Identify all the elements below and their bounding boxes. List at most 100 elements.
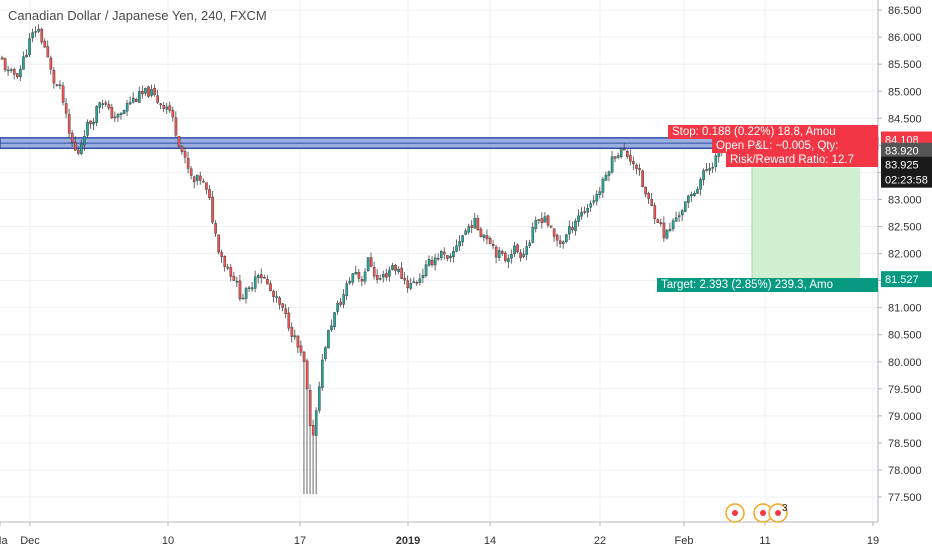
y-tick-label: 82.000 bbox=[888, 249, 922, 261]
candle-down bbox=[558, 235, 562, 248]
candle-down bbox=[272, 289, 275, 303]
candle-body bbox=[604, 174, 608, 181]
candle-up bbox=[345, 280, 349, 301]
candle-body bbox=[595, 193, 599, 202]
candle-down bbox=[214, 220, 217, 237]
candle-body bbox=[211, 196, 214, 223]
candle-body bbox=[52, 70, 56, 84]
candle-body bbox=[162, 105, 166, 109]
candle-up bbox=[397, 266, 400, 275]
candle-up bbox=[708, 162, 711, 176]
candle-up bbox=[665, 229, 669, 240]
candle-body bbox=[113, 116, 117, 119]
candle-up bbox=[101, 99, 105, 110]
candle-up bbox=[348, 277, 352, 285]
candle-body bbox=[128, 102, 132, 105]
candle-body bbox=[632, 161, 635, 165]
candle-body bbox=[473, 217, 477, 229]
candle-up bbox=[677, 211, 681, 222]
candle-up bbox=[333, 311, 336, 330]
candle-body bbox=[0, 57, 4, 60]
candle-down bbox=[3, 57, 7, 73]
candle-body bbox=[314, 410, 318, 436]
candle-up bbox=[668, 222, 672, 233]
candle-body bbox=[555, 234, 559, 241]
candle-body bbox=[522, 253, 525, 258]
candle-body bbox=[638, 168, 641, 171]
candle-up bbox=[247, 285, 251, 292]
candle-up bbox=[534, 216, 538, 233]
candle-down bbox=[583, 206, 586, 215]
candle-down bbox=[369, 252, 373, 268]
candle-body bbox=[406, 280, 410, 289]
candle-body bbox=[217, 234, 220, 253]
candle-body bbox=[223, 256, 227, 267]
candle-up bbox=[427, 255, 431, 267]
candle-body bbox=[543, 216, 547, 223]
candle-down bbox=[491, 240, 495, 250]
candle-body bbox=[168, 105, 172, 111]
candle-up bbox=[250, 282, 254, 292]
candle-down bbox=[394, 263, 397, 275]
candle-down bbox=[189, 166, 193, 180]
candle-up bbox=[424, 260, 428, 278]
candle-up bbox=[601, 176, 605, 198]
candle-body bbox=[687, 195, 690, 203]
candle-body bbox=[34, 31, 37, 33]
candle-up bbox=[116, 112, 120, 123]
open-pnl-label[interactable]: Open P&L: −0.005, Qty: bbox=[712, 139, 878, 154]
candle-body bbox=[385, 273, 388, 278]
candle-down bbox=[290, 322, 294, 343]
candle-body bbox=[693, 192, 696, 196]
candle-down bbox=[211, 191, 214, 225]
candle-up bbox=[92, 118, 95, 131]
candle-down bbox=[470, 220, 474, 234]
candle-up bbox=[321, 353, 324, 391]
candle-up bbox=[693, 190, 696, 197]
candle-body bbox=[635, 164, 638, 169]
event-markers[interactable]: 3 bbox=[725, 503, 788, 523]
candle-body bbox=[302, 351, 306, 362]
stop-label[interactable]: Stop: 0.188 (0.22%) 18.8, Amou bbox=[668, 124, 878, 139]
candle-down bbox=[70, 130, 74, 147]
candle-body bbox=[565, 234, 568, 242]
candle-body bbox=[379, 278, 382, 280]
candle-down bbox=[360, 276, 364, 287]
candle-body bbox=[131, 97, 135, 103]
candle-body bbox=[195, 174, 199, 181]
candle-body bbox=[58, 84, 62, 86]
candle-body bbox=[415, 282, 419, 284]
candle-body bbox=[424, 264, 428, 276]
candle-down bbox=[501, 249, 504, 256]
risk-reward-label[interactable]: Risk/Reward Ratio: 12.7 bbox=[726, 153, 878, 168]
candle-body bbox=[671, 220, 675, 230]
candle-down bbox=[107, 100, 111, 111]
candle-body bbox=[232, 275, 236, 281]
candle-body bbox=[629, 155, 632, 162]
candle-body bbox=[83, 136, 86, 146]
candle-up bbox=[537, 218, 541, 225]
candle-body bbox=[86, 121, 89, 136]
candle-body bbox=[446, 255, 449, 259]
candle-body bbox=[619, 148, 623, 158]
candle-down bbox=[180, 144, 184, 155]
candle-up bbox=[9, 67, 13, 73]
last-price-tag: 83.920 bbox=[881, 142, 932, 159]
candle-up bbox=[86, 119, 89, 138]
candle-body bbox=[418, 278, 422, 283]
candle-body bbox=[394, 265, 397, 271]
candle-body bbox=[247, 287, 251, 289]
candle-down bbox=[504, 250, 507, 263]
candle-body bbox=[449, 255, 452, 259]
candle-up bbox=[22, 51, 25, 70]
candle-down bbox=[339, 297, 342, 307]
candle-body bbox=[77, 149, 80, 154]
candle-body bbox=[144, 87, 147, 94]
target-label[interactable]: Target: 2.393 (2.85%) 239.3, Amo bbox=[657, 278, 878, 293]
x-tick-label: 2019 bbox=[396, 535, 420, 547]
candle-body bbox=[412, 281, 416, 283]
y-tick-label: 81.000 bbox=[888, 303, 922, 315]
candle-body bbox=[549, 225, 553, 228]
